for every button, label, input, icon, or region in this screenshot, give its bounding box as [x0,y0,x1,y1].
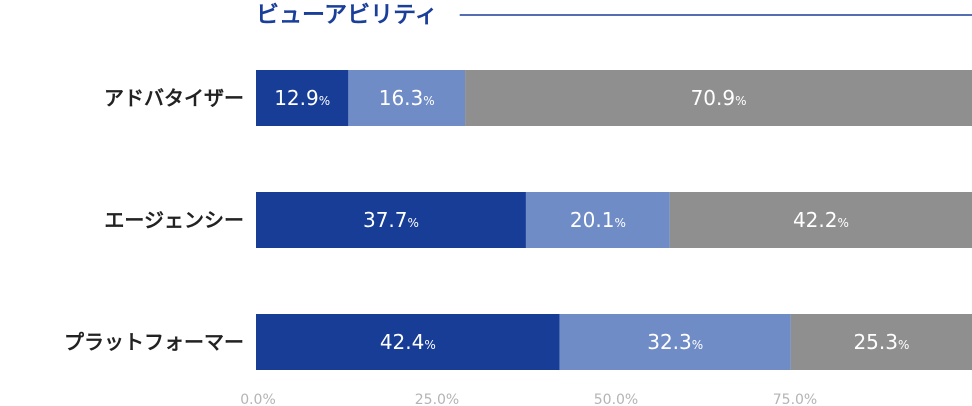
data-label: 16.3% [379,86,435,110]
bar-segment [559,314,791,370]
x-axis-ticks: 0.0% 25.0% 50.0% 75.0% [240,392,817,406]
data-label-value: 12.9 [274,86,319,110]
bar-segment [256,192,526,248]
x-tick-label: 50.0% [594,392,638,406]
bar-segment [465,70,972,126]
x-tick-label: 25.0% [415,392,459,406]
data-label-unit: % [423,94,434,108]
x-tick-label: 0.0% [240,392,276,406]
bar-segment [256,314,560,370]
chart-title: ビューアビリティ [256,2,438,28]
bar-segment [669,192,972,248]
data-label-unit: % [424,338,435,352]
category-label: アドバタイザー [104,86,244,110]
data-label-value: 20.1 [570,208,615,232]
data-label-unit: % [735,94,746,108]
chart-title-group: ビューアビリティ [256,2,972,28]
bar-segment [790,314,972,370]
category-label: エージェンシー [104,208,244,232]
data-label-unit: % [898,338,909,352]
data-label: 32.3% [647,330,703,354]
data-label: 37.7% [363,208,419,232]
data-label-value: 32.3 [647,330,692,354]
data-label-value: 42.2 [793,208,838,232]
bar-segment [348,70,466,126]
data-label-unit: % [692,338,703,352]
data-label-value: 37.7 [363,208,408,232]
data-label: 12.9% [274,86,330,110]
bar-segment [525,192,670,248]
data-label: 42.2% [793,208,849,232]
data-label-value: 70.9 [691,86,736,110]
data-label: 25.3% [853,330,909,354]
data-label-unit: % [614,216,625,230]
data-label-value: 16.3 [379,86,424,110]
data-label-value: 42.4 [380,330,425,354]
data-label-value: 25.3 [853,330,898,354]
bars-group: 12.9% 16.3% 70.9%37.7% 20.1% 42.2%42.4% 32.3%… [256,70,972,370]
data-label: 20.1% [570,208,626,232]
category-label: プラットフォーマー [64,330,244,354]
data-label-unit: % [319,94,330,108]
data-label-unit: % [408,216,419,230]
data-label: 70.9% [691,86,747,110]
x-tick-label: 75.0% [773,392,817,406]
bar-segment [256,70,349,126]
data-label: 42.4% [380,330,436,354]
data-label-unit: % [837,216,848,230]
